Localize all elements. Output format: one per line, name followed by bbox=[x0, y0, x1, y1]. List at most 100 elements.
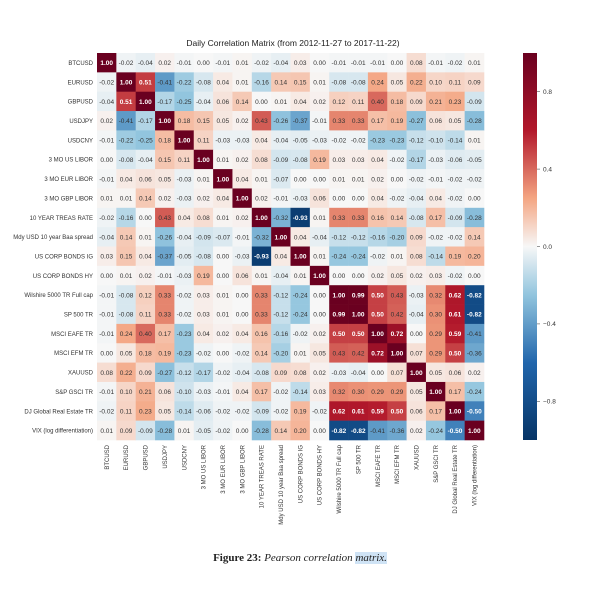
heatmap-cell bbox=[232, 265, 253, 286]
cell-value-label: -0.01 bbox=[99, 292, 114, 299]
cell-value-label: 0.11 bbox=[139, 312, 152, 319]
cell-value-label: -0.02 bbox=[177, 312, 192, 319]
cell-value-label: 1.00 bbox=[313, 273, 326, 280]
heatmap-cell bbox=[367, 285, 388, 305]
heatmap-cell bbox=[464, 111, 485, 131]
heatmap-cell bbox=[406, 53, 427, 73]
row-label: 3 MO GBP LIBOR bbox=[44, 196, 93, 202]
cell-value-label: 0.17 bbox=[429, 408, 442, 415]
heatmap-cell bbox=[406, 304, 427, 325]
cell-value-label: -0.04 bbox=[409, 196, 424, 203]
heatmap-cell bbox=[97, 246, 117, 267]
cell-value-label: 0.00 bbox=[236, 428, 249, 435]
cell-value-label: 0.14 bbox=[255, 350, 268, 357]
cell-value-label: 0.04 bbox=[120, 176, 133, 183]
cell-value-label: -0.09 bbox=[196, 234, 211, 241]
cell-value-label: 0.02 bbox=[313, 370, 326, 377]
cell-value-label: -0.23 bbox=[177, 331, 192, 338]
row-label: USDJPY bbox=[69, 119, 93, 125]
heatmap-cell bbox=[425, 343, 446, 363]
heatmap-cell bbox=[251, 53, 272, 73]
heatmap-cell bbox=[155, 246, 175, 267]
cell-value-label: 0.11 bbox=[178, 157, 191, 164]
cell-value-label: 0.03 bbox=[294, 60, 307, 67]
cell-value-label: 0.50 bbox=[371, 292, 384, 299]
heatmap-cell bbox=[232, 188, 253, 209]
heatmap-cell bbox=[135, 381, 156, 402]
heatmap-cell bbox=[271, 343, 291, 363]
heatmap-cell bbox=[367, 53, 388, 73]
heatmap-cell bbox=[251, 169, 272, 189]
cell-value-label: 0.24 bbox=[120, 331, 133, 338]
heatmap-cell bbox=[309, 53, 330, 73]
heatmap-cell bbox=[348, 130, 369, 151]
cell-value-label: -0.09 bbox=[273, 157, 288, 164]
heatmap-cell bbox=[445, 207, 465, 228]
cell-value-label: 0.30 bbox=[352, 389, 365, 396]
heatmap-cell bbox=[464, 246, 485, 267]
cell-value-label: 0.51 bbox=[120, 99, 133, 106]
caption-label: Figure 23: bbox=[213, 552, 262, 564]
heatmap-cell bbox=[135, 130, 156, 151]
heatmap-cell bbox=[290, 149, 311, 170]
column-label: USDJPY bbox=[163, 445, 169, 469]
column-label: USDCNY bbox=[182, 445, 188, 470]
heatmap-cell bbox=[193, 227, 214, 247]
heatmap-cell bbox=[271, 304, 291, 325]
cell-value-label: 0.04 bbox=[429, 196, 442, 203]
cell-value-label: -0.03 bbox=[312, 138, 327, 145]
cell-value-label: -0.01 bbox=[428, 176, 443, 183]
heatmap-cell bbox=[271, 53, 291, 73]
heatmap-cell bbox=[329, 401, 349, 421]
cell-value-label: 0.29 bbox=[429, 331, 442, 338]
heatmap-cell bbox=[251, 130, 272, 151]
heatmap-cell bbox=[155, 72, 175, 92]
cell-value-label: 0.01 bbox=[236, 60, 249, 67]
heatmap-cell bbox=[213, 285, 233, 305]
cell-value-label: 0.72 bbox=[391, 331, 404, 338]
heatmap-cell bbox=[329, 246, 349, 267]
heatmap-cell bbox=[309, 285, 330, 305]
cell-value-label: -0.04 bbox=[235, 370, 250, 377]
cell-value-label: 0.18 bbox=[139, 350, 152, 357]
heatmap-cell bbox=[232, 72, 253, 92]
cell-value-label: -0.82 bbox=[467, 312, 482, 319]
heatmap-cell bbox=[464, 207, 485, 228]
row-label: SP 500 TR bbox=[64, 313, 94, 319]
cell-value-label: 0.43 bbox=[391, 292, 404, 299]
cell-value-label: 0.10 bbox=[429, 80, 442, 87]
heatmap-cell bbox=[193, 53, 214, 73]
cell-value-label: -0.08 bbox=[254, 370, 269, 377]
heatmap-cell bbox=[116, 420, 136, 441]
cell-value-label: -0.10 bbox=[428, 138, 443, 145]
column-label: Mdy USD 10 year Baa spread bbox=[279, 445, 285, 525]
heatmap-cell bbox=[174, 401, 195, 421]
cell-value-label: -0.02 bbox=[215, 408, 230, 415]
cell-value-label: 0.50 bbox=[391, 408, 404, 415]
heatmap-cell bbox=[445, 285, 465, 305]
heatmap-cell bbox=[174, 188, 195, 209]
cell-value-label: -0.23 bbox=[370, 138, 385, 145]
heatmap-cell bbox=[425, 227, 446, 247]
cell-value-label: -0.03 bbox=[428, 157, 443, 164]
heatmap-cell bbox=[348, 91, 369, 112]
cell-value-label: 0.04 bbox=[236, 331, 249, 338]
heatmap-cell bbox=[290, 169, 311, 189]
cell-value-label: -0.03 bbox=[409, 292, 424, 299]
column-label: US CORP BONDS IG bbox=[298, 445, 304, 504]
cell-value-label: 0.02 bbox=[158, 60, 171, 67]
cell-value-label: -0.08 bbox=[409, 215, 424, 222]
heatmap-cell bbox=[251, 420, 272, 441]
cell-value-label: -0.22 bbox=[119, 138, 134, 145]
heatmap-cell bbox=[97, 111, 117, 131]
heatmap-cell bbox=[387, 188, 407, 209]
cell-value-label: 1.00 bbox=[333, 292, 346, 299]
heatmap-cell bbox=[271, 149, 291, 170]
heatmap-cell bbox=[406, 362, 427, 383]
heatmap-cell bbox=[271, 265, 291, 286]
cell-value-label: 0.05 bbox=[158, 408, 171, 415]
cell-value-label: -0.01 bbox=[177, 60, 192, 67]
heatmap-cell bbox=[290, 130, 311, 151]
cell-value-label: 0.01 bbox=[294, 350, 307, 357]
cell-value-label: -0.04 bbox=[196, 99, 211, 106]
